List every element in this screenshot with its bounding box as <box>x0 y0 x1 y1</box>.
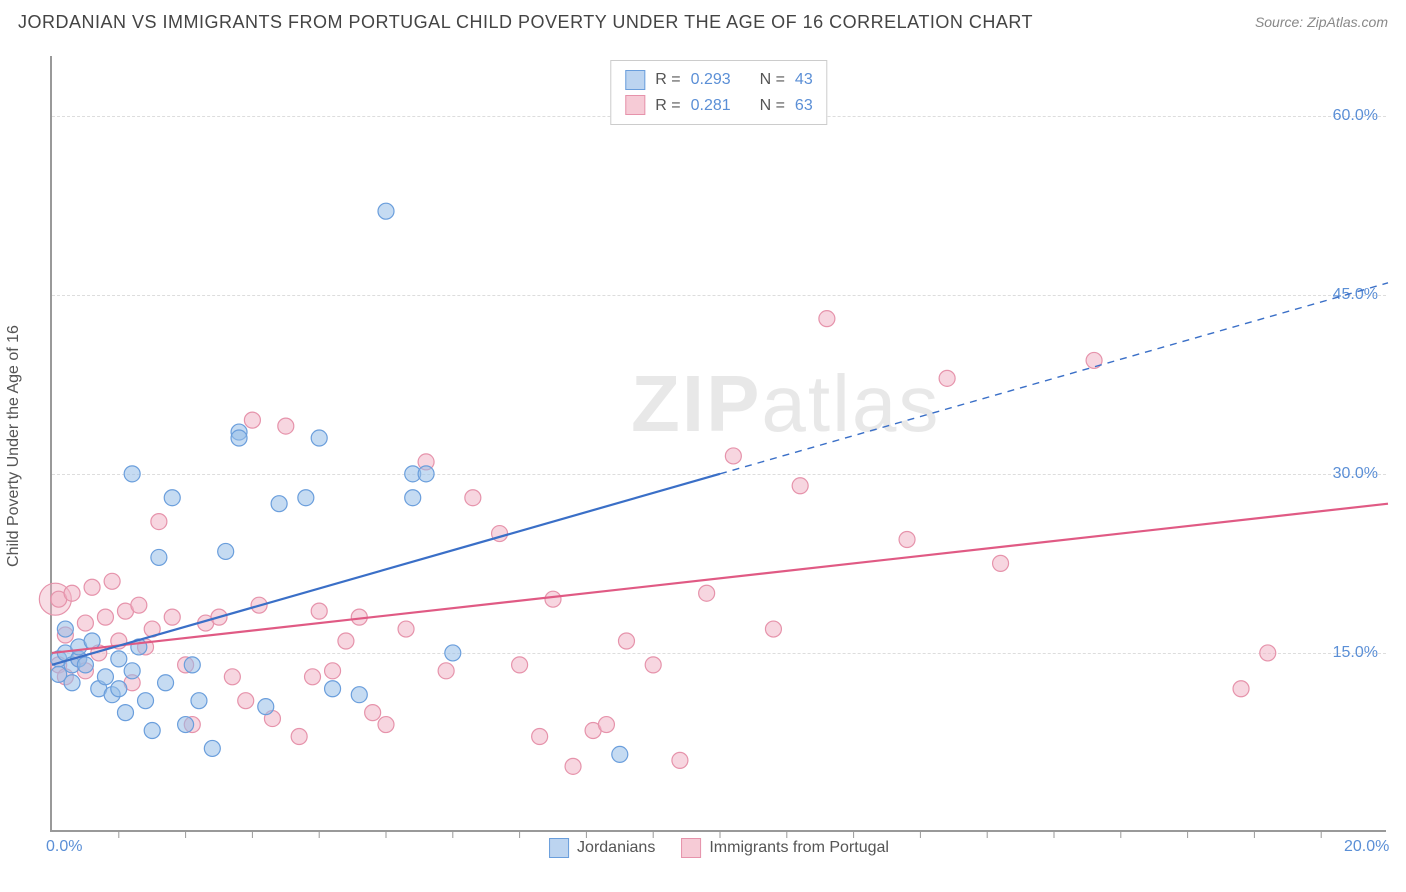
r-label: R = <box>655 93 680 119</box>
y-axis-label: Child Poverty Under the Age of 16 <box>5 325 23 567</box>
swatch-jordanians <box>549 838 569 858</box>
r-label: R = <box>655 67 680 93</box>
n-value: 63 <box>795 93 813 119</box>
chart-svg <box>52 56 1386 830</box>
legend-label: Jordanians <box>577 839 655 857</box>
swatch-jordanians <box>625 70 645 90</box>
swatch-portugal <box>625 95 645 115</box>
r-value: 0.293 <box>691 67 731 93</box>
chart-header: JORDANIAN VS IMMIGRANTS FROM PORTUGAL CH… <box>0 0 1406 44</box>
source-attribution: Source: ZipAtlas.com <box>1255 14 1388 30</box>
r-value: 0.281 <box>691 93 731 119</box>
x-tick-label: 20.0% <box>1344 838 1389 856</box>
n-label: N = <box>760 67 785 93</box>
chart-title: JORDANIAN VS IMMIGRANTS FROM PORTUGAL CH… <box>18 12 1033 33</box>
legend-row-jordanians: R = 0.293 N = 43 <box>625 67 812 93</box>
legend-item-jordanians: Jordanians <box>549 838 655 858</box>
n-value: 43 <box>795 67 813 93</box>
legend-item-portugal: Immigrants from Portugal <box>681 838 889 858</box>
swatch-portugal <box>681 838 701 858</box>
legend-label: Immigrants from Portugal <box>709 839 889 857</box>
plot-area: ZIPatlas R = 0.293 N = 43 R = 0.281 N = … <box>50 56 1386 832</box>
n-label: N = <box>760 93 785 119</box>
series-legend: Jordanians Immigrants from Portugal <box>549 838 889 858</box>
legend-row-portugal: R = 0.281 N = 63 <box>625 93 812 119</box>
x-tick-label: 0.0% <box>46 838 82 856</box>
correlation-legend: R = 0.293 N = 43 R = 0.281 N = 63 <box>610 60 827 125</box>
